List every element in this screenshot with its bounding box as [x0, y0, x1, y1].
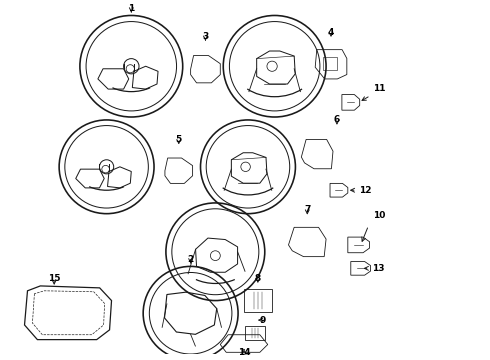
Text: 8: 8 [255, 274, 261, 283]
Text: 7: 7 [304, 205, 311, 214]
Text: 15: 15 [48, 274, 60, 283]
Bar [323, 57, 337, 70]
Text: 6: 6 [334, 116, 340, 125]
Text: 11: 11 [373, 84, 386, 93]
Text: 5: 5 [175, 135, 182, 144]
Text: 2: 2 [188, 255, 194, 264]
Text: 9: 9 [260, 316, 266, 325]
Text: 12: 12 [359, 186, 371, 195]
Text: 4: 4 [328, 28, 334, 37]
Text: 14: 14 [238, 348, 250, 357]
Text: 1: 1 [128, 4, 134, 13]
Text: 3: 3 [202, 32, 209, 41]
Text: 13: 13 [371, 264, 384, 273]
Text: 10: 10 [373, 211, 386, 220]
